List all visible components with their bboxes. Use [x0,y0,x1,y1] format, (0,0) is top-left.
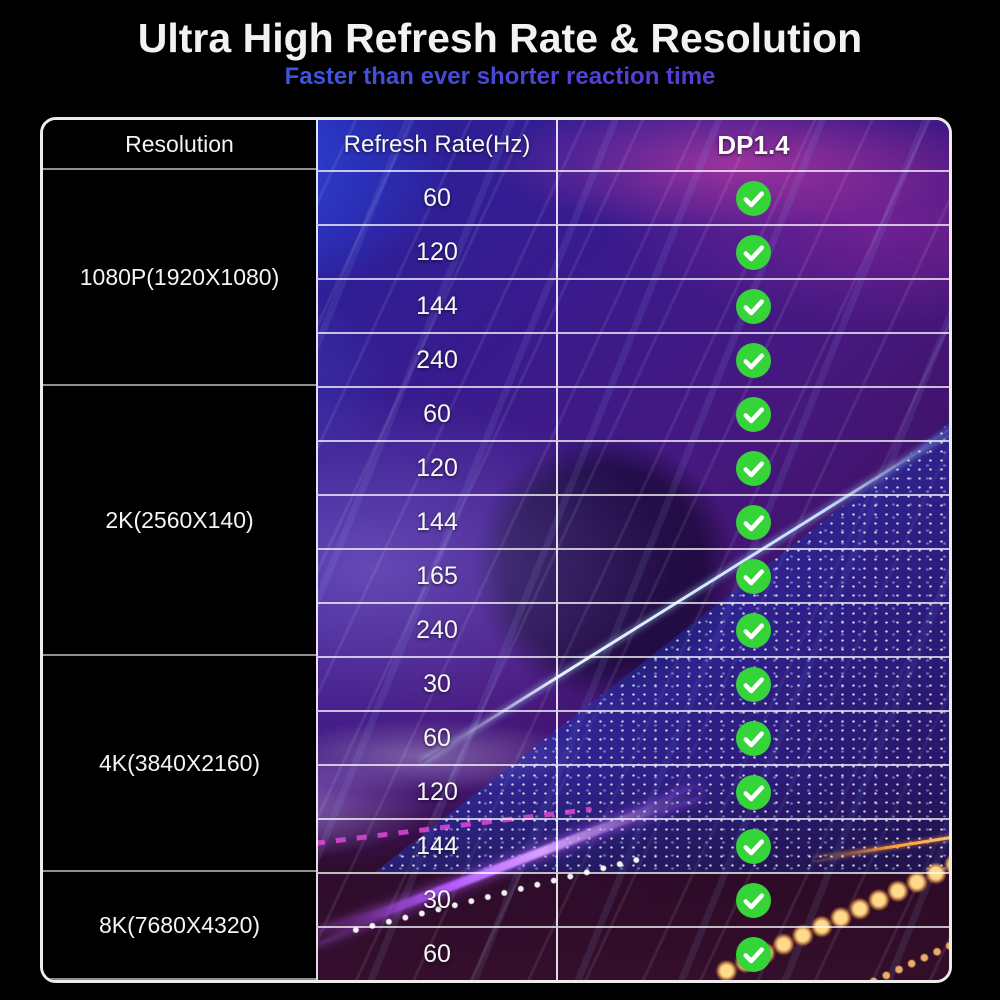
check-icon [736,774,771,810]
check-icon [736,666,771,702]
refresh-rate-cell: 60 [316,170,556,224]
dp-support-cell [556,656,949,710]
headline: Ultra High Refresh Rate & Resolution Fas… [0,0,1000,91]
dp-support-cell [556,926,949,980]
refresh-rate-cell: 144 [316,494,556,548]
dp-support-cell [556,278,949,332]
check-icon [736,558,771,594]
column-header-resolution: Resolution [43,120,316,170]
resolution-cell: 4K(3840X2160) [43,656,316,872]
check-icon [736,342,771,378]
check-icon [736,288,771,324]
dp-support-cell [556,170,949,224]
check-icon [736,720,771,756]
refresh-rate-cell: 60 [316,926,556,980]
dp-support-cell [556,764,949,818]
check-icon [736,450,771,486]
check-icon [736,234,771,270]
dp-support-cell [556,602,949,656]
page-title: Ultra High Refresh Rate & Resolution [137,15,863,61]
refresh-rate-cell: 120 [316,764,556,818]
dp-support-cell [556,548,949,602]
refresh-rate-cell: 60 [316,386,556,440]
dp-support-cell [556,872,949,926]
check-icon [736,504,771,540]
spec-table-grid: Resolution Refresh Rate(Hz) DP1.4 1080P(… [43,120,949,980]
refresh-rate-cell: 240 [316,332,556,386]
dp-support-cell [556,818,949,872]
dp-support-cell [556,494,949,548]
check-icon [736,936,771,972]
check-icon [736,396,771,432]
refresh-rate-cell: 30 [316,872,556,926]
dp-support-cell [556,332,949,386]
refresh-rate-cell: 240 [316,602,556,656]
column-header-refresh-rate: Refresh Rate(Hz) [316,120,556,170]
refresh-rate-cell: 144 [316,278,556,332]
page-subtitle: Faster than ever shorter reaction time [284,63,716,91]
dp-support-cell [556,440,949,494]
column-header-dp14: DP1.4 [556,120,949,170]
dp-support-cell [556,386,949,440]
refresh-rate-cell: 60 [316,710,556,764]
check-icon [736,828,771,864]
refresh-rate-cell: 165 [316,548,556,602]
check-icon [736,882,771,918]
check-icon [736,612,771,648]
refresh-rate-cell: 30 [316,656,556,710]
resolution-cell: 1080P(1920X1080) [43,170,316,386]
refresh-rate-cell: 144 [316,818,556,872]
spec-table: Resolution Refresh Rate(Hz) DP1.4 1080P(… [40,117,952,983]
refresh-rate-cell: 120 [316,440,556,494]
dp-support-cell [556,224,949,278]
resolution-cell: 2K(2560X140) [43,386,316,656]
dp-support-cell [556,710,949,764]
refresh-rate-cell: 120 [316,224,556,278]
resolution-cell: 8K(7680X4320) [43,872,316,980]
check-icon [736,180,771,216]
